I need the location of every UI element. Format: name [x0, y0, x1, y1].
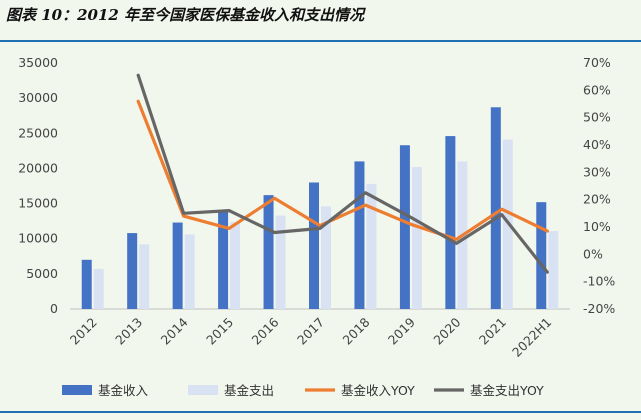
y-left-tick-label: 20000 [18, 160, 58, 175]
y-left-tick-label: 30000 [18, 90, 58, 105]
y-right-tick-label: 30% [583, 164, 611, 179]
income-bar [172, 222, 183, 309]
expense-bar [275, 215, 286, 309]
y-right-tick-label: 50% [583, 110, 611, 125]
legend-label: 基金收入 [98, 383, 149, 398]
income-bar [399, 145, 410, 309]
y-right-tick-label: 70% [583, 55, 611, 70]
income-bar [218, 211, 229, 309]
y-right-tick-label: 0% [583, 246, 603, 261]
x-tick-label: 2015 [203, 315, 236, 348]
expense-bar [93, 268, 104, 309]
y-left-tick-label: 10000 [18, 231, 58, 246]
x-tick-label: 2019 [385, 314, 418, 347]
y-right-tick-label: 40% [583, 137, 611, 152]
expense-bar [230, 221, 241, 309]
income-bar [490, 107, 501, 309]
x-tick-label: 2022H1 [509, 315, 554, 360]
footer-divider [0, 411, 641, 413]
legend-label: 基金支出YOY [470, 383, 544, 398]
y-right-tick-label: -20% [583, 301, 615, 316]
income-bar [445, 136, 456, 309]
income-yoy-line [136, 99, 549, 241]
x-tick-label: 2013 [112, 315, 145, 348]
x-tick-label: 2020 [430, 314, 463, 347]
x-tick-label: 2017 [294, 315, 327, 348]
y-left-tick-label: 35000 [18, 55, 58, 70]
y-right-tick-label: 20% [583, 192, 611, 207]
income-bar [354, 161, 365, 309]
expense-bar [321, 206, 331, 309]
expense-bar [184, 234, 195, 309]
expense-bar [366, 183, 377, 309]
expense-bar [548, 230, 559, 309]
x-tick-label: 2016 [249, 314, 282, 347]
y-right-tick-label: 60% [583, 82, 611, 97]
chart-title: 图表 10：2012 年至今国家医保基金收入和支出情况 [6, 6, 365, 24]
legend-swatch-bar [188, 385, 218, 395]
legend-label: 基金收入YOY [341, 383, 415, 398]
legend-swatch-bar [62, 385, 92, 395]
income-bar [263, 195, 274, 309]
x-tick-label: 2018 [339, 314, 372, 347]
income-bar [81, 259, 92, 309]
income-bar [127, 233, 138, 309]
x-tick-label: 2021 [476, 315, 509, 348]
y-left-tick-label: 5000 [26, 266, 58, 281]
expense-bar [411, 167, 422, 309]
title-divider [0, 40, 641, 42]
expense-bar [139, 244, 150, 309]
expense-yoy-line [136, 73, 549, 274]
y-right-tick-label: 10% [583, 219, 611, 234]
y-right-tick-label: -10% [583, 274, 615, 289]
y-left-tick-label: 25000 [18, 125, 58, 140]
x-tick-label: 2014 [158, 314, 191, 347]
income-bar [309, 182, 319, 309]
y-left-tick-label: 15000 [18, 196, 58, 211]
y-left-tick-label: 0 [50, 301, 58, 316]
x-tick-label: 2012 [67, 315, 100, 348]
legend-label: 基金支出 [224, 383, 274, 398]
income-bar [536, 202, 547, 309]
